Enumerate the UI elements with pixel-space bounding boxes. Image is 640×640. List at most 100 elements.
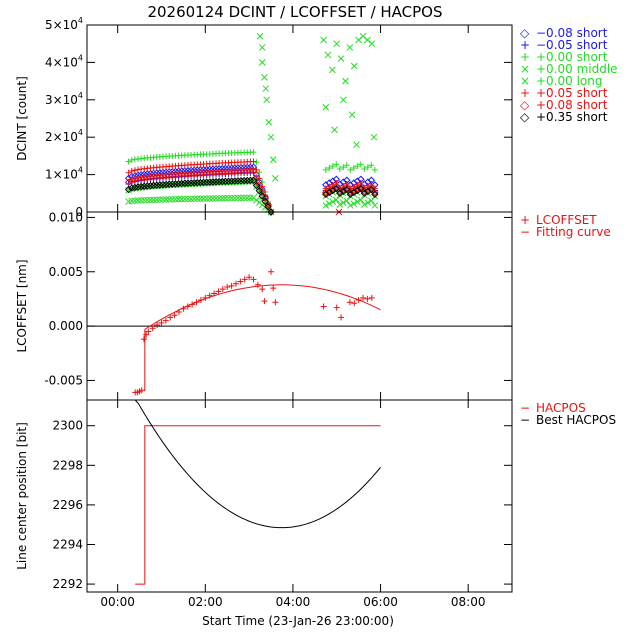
data-point: [367, 183, 376, 192]
data-point: [145, 328, 152, 335]
data-point: [353, 198, 361, 206]
data-point: [237, 176, 245, 185]
legend-symbol: −: [520, 401, 530, 415]
data-point: [125, 169, 132, 176]
x-tick-label: 00:00: [100, 595, 135, 609]
data-point: [187, 195, 195, 203]
data-point: [347, 166, 354, 173]
data-point: [243, 176, 251, 185]
data-point: [206, 195, 214, 202]
y-tick-label: 2294: [52, 537, 83, 551]
data-point: [368, 162, 375, 169]
data-point: [215, 177, 223, 186]
data-point: [350, 200, 358, 207]
data-point: [250, 276, 257, 283]
data-point: [215, 288, 222, 295]
data-point: [246, 176, 255, 185]
hacpos-panel: 2292 2294 2296 2298 2300 Line center position…: [15, 399, 616, 609]
data-point: [332, 183, 341, 191]
data-point: [149, 325, 156, 332]
data-point: [371, 166, 378, 173]
data-point: [224, 283, 231, 290]
data-point: [168, 195, 176, 203]
data-point: [333, 40, 341, 48]
data-point: [350, 62, 358, 70]
data-point: [364, 295, 371, 302]
data-point: [165, 196, 173, 203]
data-point: [322, 103, 330, 111]
data-point: [181, 195, 189, 203]
data-point: [250, 158, 257, 165]
data-point: [254, 281, 261, 288]
legend-label: +0.08 short: [536, 98, 608, 112]
y-tick-label: -0.005: [44, 373, 83, 387]
data-point: [249, 167, 258, 175]
data-point: [128, 184, 136, 192]
data-point: [144, 196, 151, 204]
data-point: [371, 190, 379, 198]
data-point: [253, 166, 260, 173]
data-point: [368, 197, 375, 205]
data-point: [361, 165, 368, 172]
data-point: [125, 158, 132, 165]
data-point: [202, 169, 211, 177]
data-point: [338, 314, 345, 321]
data-point: [168, 171, 177, 180]
data-point: [343, 183, 351, 192]
data-point: [247, 194, 254, 202]
data-point: [259, 286, 266, 293]
data-point: [153, 181, 161, 189]
data-point: [243, 167, 251, 175]
data-point: [237, 194, 245, 202]
data-point: [146, 181, 155, 190]
data-point: [227, 177, 236, 185]
legend-label: LCOFFSET: [536, 213, 597, 227]
x-axis-label: Start Time (23-Jan-26 23:00:00): [202, 614, 394, 628]
y-tick-label: 4×104: [45, 53, 83, 69]
data-point: [272, 299, 279, 306]
data-point: [240, 167, 248, 175]
y-tick-label: 3×104: [45, 91, 83, 107]
y-tick-label: 0.000: [49, 319, 83, 333]
data-point: [237, 167, 245, 176]
data-point: [324, 51, 332, 59]
legend-label: +0.00 middle: [536, 62, 618, 76]
data-point: [187, 179, 195, 187]
data-point: [167, 314, 174, 321]
data-point: [227, 168, 236, 176]
data-point: [333, 161, 340, 168]
data-point: [218, 177, 226, 186]
data-point: [357, 184, 365, 193]
data-point: [143, 182, 152, 190]
data-point: [265, 118, 273, 126]
data-point: [171, 180, 180, 188]
data-point: [171, 312, 178, 319]
y-tick-label: 0.005: [49, 265, 83, 279]
data-point: [196, 169, 205, 178]
data-point: [200, 195, 207, 202]
data-point: [249, 176, 258, 184]
data-point: [354, 163, 361, 170]
data-point: [231, 177, 239, 185]
dcint-panel: 0 1×104 2×104 3×104 4×104 5×104 DCINT [count] ◇…: [15, 16, 618, 219]
data-point: [325, 200, 333, 207]
data-point: [367, 185, 376, 194]
legend-symbol: −: [520, 225, 530, 239]
data-point: [332, 196, 340, 204]
data-point: [209, 169, 217, 177]
x-tick-label: 02:00: [188, 595, 223, 609]
data-point: [343, 185, 351, 194]
data-point: [209, 195, 217, 202]
legend-label: +0.00 short: [536, 50, 608, 64]
data-point: [353, 141, 360, 149]
data-point: [174, 179, 183, 188]
data-point: [370, 133, 378, 141]
data-point: [159, 172, 167, 180]
data-point: [162, 172, 170, 180]
data-point: [329, 66, 336, 74]
data-point: [190, 170, 198, 178]
data-point: [168, 180, 177, 188]
plot-frame: [86, 399, 513, 593]
data-point: [339, 96, 347, 104]
data-point: [143, 331, 150, 338]
